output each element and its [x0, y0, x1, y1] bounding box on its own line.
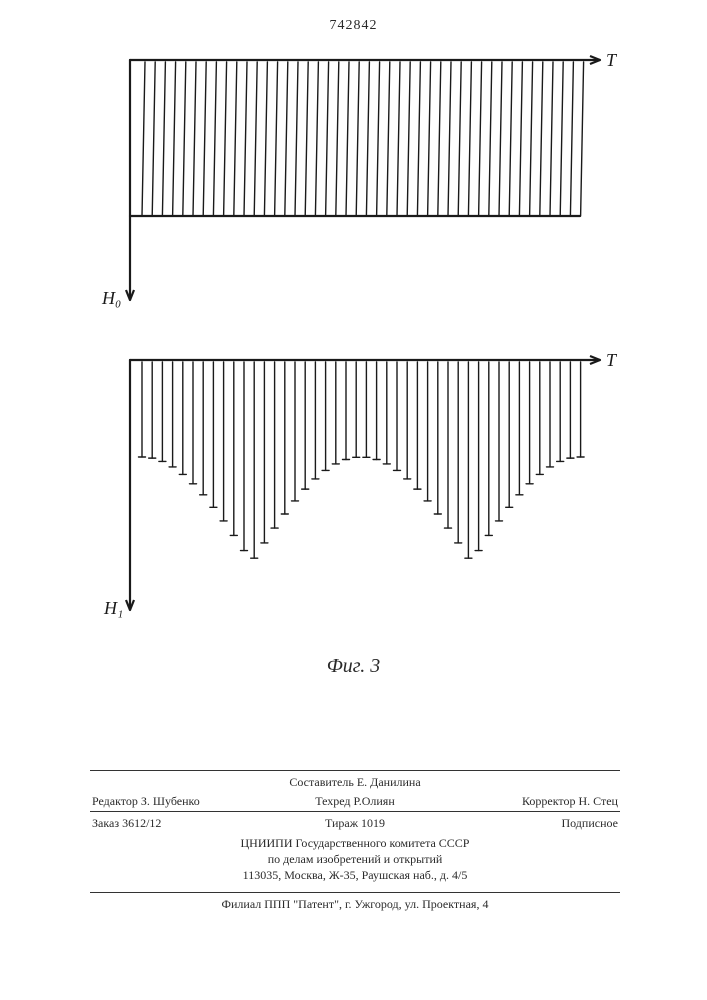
svg-text:H₀: H₀	[101, 288, 121, 308]
composer-line: Составитель Е. Данилина	[289, 775, 420, 790]
org-line3: 113035, Москва, Ж-35, Раушская наб., д. …	[90, 867, 620, 883]
order-line: Заказ 3612/12	[92, 816, 267, 831]
podpis-line: Подписное	[443, 816, 618, 831]
corrector-line: Корректор Н. Стец	[443, 794, 618, 809]
branch-line: Филиал ППП "Патент", г. Ужгород, ул. Про…	[90, 892, 620, 912]
doc-number: 742842	[0, 18, 707, 34]
diagram-area: TH₀TH₁	[90, 60, 620, 620]
imprint-block: Составитель Е. Данилина Редактор З. Шубе…	[90, 770, 620, 912]
org-line1: ЦНИИПИ Государственного комитета СССР	[90, 835, 620, 851]
figure-caption: Фиг. 3	[0, 655, 707, 678]
page: { "doc_number": "742842", "figure_captio…	[0, 0, 707, 1000]
figure-svg: TH₀TH₁	[90, 60, 620, 640]
org-line2: по делам изобретений и открытий	[90, 851, 620, 867]
tirazh-line: Тираж 1019	[267, 816, 442, 831]
svg-text:H₁: H₁	[103, 598, 123, 618]
org-block: ЦНИИПИ Государственного комитета СССР по…	[90, 833, 620, 884]
svg-text:T: T	[606, 50, 618, 70]
svg-text:T: T	[606, 350, 618, 370]
techred-line: Техред Р.Олиян	[267, 794, 442, 809]
editor-line: Редактор З. Шубенко	[92, 794, 267, 809]
